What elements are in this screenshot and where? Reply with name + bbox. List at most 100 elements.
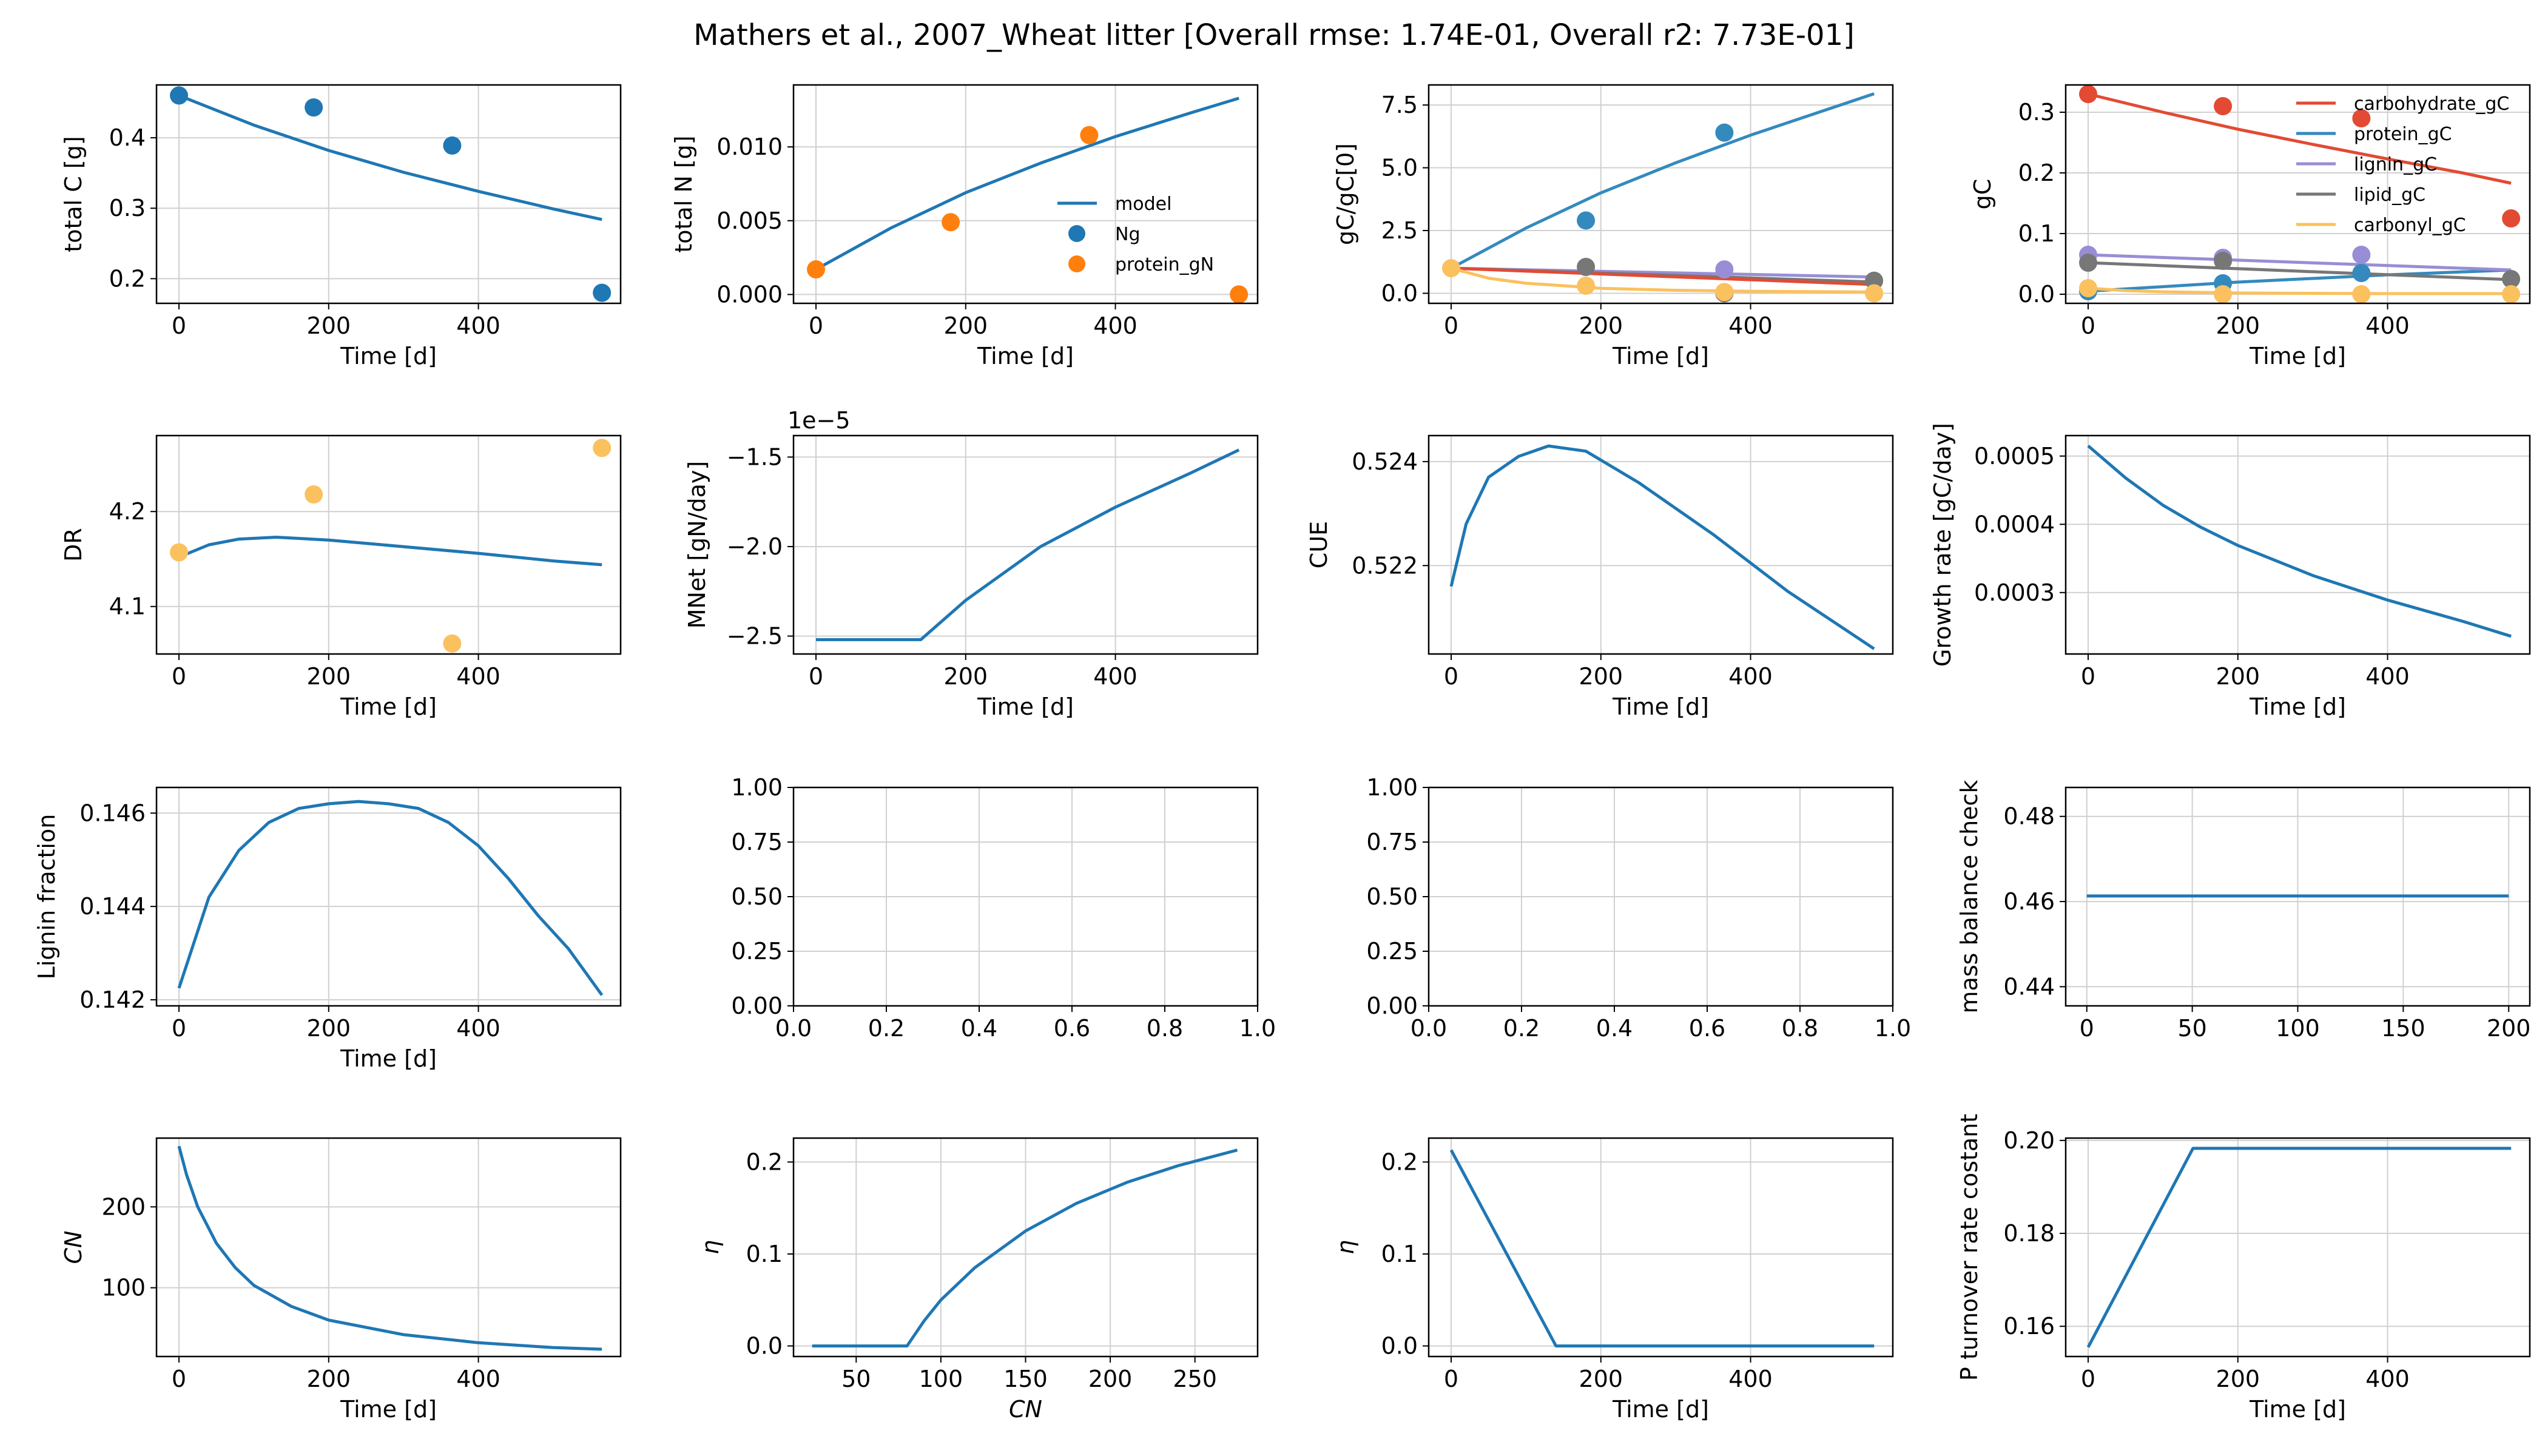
axes-frame: [1427, 84, 1894, 305]
legend: carbohydrate_gC protein_gC lignin_gC lipid_…: [2296, 93, 2509, 236]
y-axis-label: CN: [60, 1231, 87, 1264]
y-tick-label: 0.1: [746, 1241, 783, 1267]
y-tick-label: 200: [101, 1193, 146, 1220]
x-tick-label: 0.2: [868, 1015, 905, 1042]
x-tick-label: 200: [2216, 663, 2260, 690]
series-line-model: [178, 536, 602, 567]
x-axis-label: Time [d]: [977, 693, 1074, 720]
x-tick-label: 0.4: [1596, 1015, 1633, 1042]
y-tick-label: 0.3: [109, 195, 146, 221]
axes-frame: [792, 786, 1259, 1007]
series-line-protein: [1450, 92, 1875, 270]
data-point-lipid: [2079, 254, 2098, 272]
legend-label: Ng: [1115, 224, 1140, 245]
subplot-11: 0.0 0.2 0.4 0.6 0.8 1.0 0.00 0.25 0.50 0.75 1.00: [1366, 774, 1911, 1042]
y-tick-label: 7.5: [1381, 92, 1418, 118]
y-tick-label: 0.00: [1366, 993, 1418, 1019]
subplot-10: 0.0 0.2 0.4 0.6 0.8 1.0 0.00 0.25 0.50 0.75 1.00: [731, 774, 1276, 1042]
x-tick-label: 200: [2216, 1366, 2260, 1392]
y-tick-label: 0.144: [79, 893, 146, 920]
x-tick-label: 0: [2080, 1015, 2094, 1042]
plot-area: [812, 1148, 1238, 1348]
data-point-model: [443, 136, 462, 155]
x-tick-label: 0.6: [1689, 1015, 1725, 1042]
x-tick-label: 0: [172, 663, 186, 690]
axes-frame: [792, 84, 1259, 305]
x-tick-label: 200: [2487, 1015, 2531, 1042]
y-axis-label: total C [g]: [60, 136, 87, 252]
x-tick-label: 100: [919, 1366, 963, 1392]
y-axis-label: gC/gC[0]: [1332, 143, 1359, 245]
axes-frame: [1427, 1137, 1894, 1358]
x-tick-label: 250: [1173, 1366, 1217, 1392]
y-tick-label: 0.522: [1352, 552, 1418, 579]
x-tick-label: 0.0: [1410, 1015, 1447, 1042]
subplot-1: 0 200 400 0.2 0.3 0.4 Time [d] total C [g]: [60, 84, 622, 369]
y-tick-label: 0.00: [731, 993, 783, 1019]
x-tick-label: 50: [841, 1366, 871, 1392]
y-tick-label: 0.0: [2018, 281, 2055, 308]
y-axis-label: mass balance check: [1956, 780, 1983, 1014]
axes-frame: [155, 434, 622, 655]
y-axis-label: total N [g]: [670, 135, 697, 252]
x-tick-label: 100: [2276, 1015, 2320, 1042]
x-tick-label: 400: [2365, 312, 2410, 339]
data-point-protein: [2352, 264, 2371, 282]
x-tick-label: 400: [456, 312, 500, 339]
x-tick-label: 400: [456, 663, 500, 690]
y-offset-label: 1e−5: [787, 407, 851, 434]
x-axis-label: Time [d]: [2249, 693, 2346, 720]
x-axis-label: Time [d]: [977, 343, 1074, 369]
axes-frame: [1427, 434, 1894, 655]
data-point-carbohydrate: [2502, 209, 2521, 228]
x-tick-label: 400: [2365, 663, 2410, 690]
data-point-orange: [942, 213, 960, 232]
x-tick-label: 0: [172, 312, 186, 339]
x-tick-label: 400: [2365, 1366, 2410, 1392]
y-axis-label: gC: [1969, 179, 1996, 210]
data-point-lipid: [1577, 258, 1596, 276]
plot-area: [1449, 444, 1875, 650]
subplot-9: 0 200 400 0.142 0.144 0.146 Time [d] Lignin fra…: [33, 786, 622, 1072]
x-tick-label: 200: [307, 1015, 351, 1042]
y-axis-label: MNet [gN/day]: [684, 461, 710, 629]
y-tick-label: −2.0: [727, 533, 783, 560]
series-line-model: [178, 94, 602, 221]
data-point-carbonyl: [2352, 285, 2371, 303]
data-point-protein: [1715, 123, 1734, 142]
axes-frame: [155, 84, 622, 305]
legend-label: lipid_gC: [2354, 184, 2425, 206]
y-tick-label: 0.50: [1366, 883, 1418, 910]
y-tick-label: 0.0: [1381, 1333, 1418, 1360]
series-line-carbonyl: [2088, 286, 2512, 295]
axes-frame: [2064, 1137, 2531, 1358]
y-tick-label: 0.146: [79, 800, 146, 826]
legend-label: protein_gN: [1115, 254, 1214, 275]
y-tick-label: 1.00: [1366, 774, 1418, 801]
data-point-carbonyl: [2214, 285, 2233, 303]
data-point-lipid: [2502, 270, 2521, 288]
y-axis-label: η: [1332, 1240, 1359, 1255]
series-line-model: [812, 1148, 1238, 1348]
y-tick-label: 0.2: [2018, 160, 2055, 186]
y-axis-label: DR: [60, 528, 87, 562]
subplot-6: 0 200 400 −2.5 −2.0 −1.5 Time [d] MNet [gN/day]…: [684, 407, 1259, 720]
data-point-lipid: [1865, 271, 1884, 290]
x-tick-label: 200: [1579, 663, 1623, 690]
x-tick-label: 0: [2081, 663, 2095, 690]
y-tick-label: 0.3: [2018, 99, 2055, 126]
series-line-model: [177, 800, 604, 996]
subplot-15: 0 200 400 0.0 0.1 0.2 Time [d] η: [1332, 1137, 1894, 1423]
subplot-4: 0 200 400 0.0 0.1 0.2 0.3 Time [d] gC carbohydrat…: [1969, 84, 2531, 369]
axes-frame: [2064, 786, 2531, 1007]
series-line-model: [1449, 444, 1875, 650]
data-point-orange: [1230, 285, 1249, 303]
figure-title: Mathers et al., 2007_Wheat litter [Overa…: [693, 18, 1855, 52]
axes-frame: [792, 1137, 1259, 1358]
subplot-16: 0 200 400 0.16 0.18 0.20 Time [d] P turnover ra…: [1956, 1114, 2531, 1423]
data-point-protein: [1577, 211, 1596, 230]
y-tick-label: 0.25: [731, 938, 783, 965]
y-tick-label: 0.48: [2003, 803, 2055, 830]
x-tick-label: 0: [172, 1015, 186, 1042]
x-tick-label: 0.0: [775, 1015, 812, 1042]
